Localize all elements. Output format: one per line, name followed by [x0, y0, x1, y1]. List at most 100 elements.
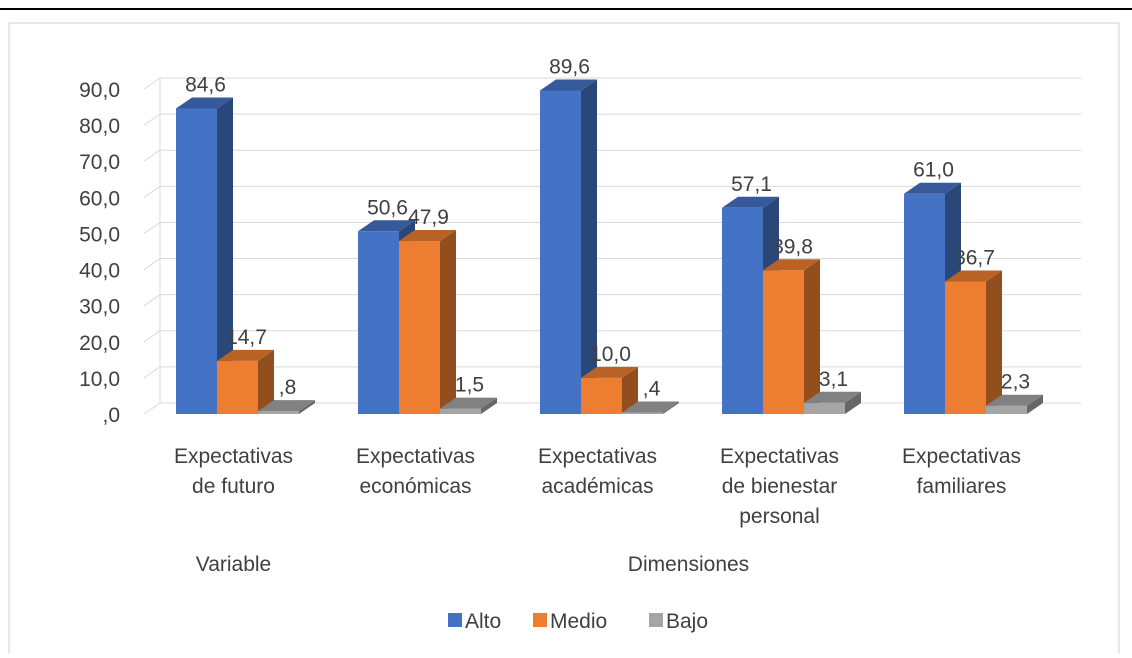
bar-front: [217, 360, 258, 414]
bar-top: [440, 397, 497, 409]
bar-front: [804, 402, 845, 414]
bar-top: [945, 270, 1002, 282]
bar-top: [258, 400, 315, 412]
category-label: Expectativas: [174, 445, 293, 468]
legend-label: Alto: [465, 610, 501, 633]
gridline-depth: [143, 330, 161, 343]
y-tick-label: 80,0: [79, 115, 120, 138]
bar-bajo: [804, 391, 861, 414]
bar-top: [622, 401, 679, 413]
data-label: 89,6: [549, 55, 590, 78]
data-label: 57,1: [731, 173, 772, 196]
gridline-depth: [143, 77, 161, 90]
bar-top: [358, 220, 415, 232]
bar-top: [904, 182, 961, 194]
bar-front: [581, 377, 622, 414]
gridline-depth: [143, 149, 161, 162]
gridline-depth: [143, 185, 161, 198]
data-label: 10,0: [590, 343, 631, 366]
legend-item-alto: Alto: [448, 610, 501, 633]
bar-front: [540, 90, 581, 414]
bars: [176, 79, 1043, 414]
legend-label: Bajo: [666, 610, 708, 633]
bar-side: [299, 400, 315, 414]
gridline-depth: [143, 113, 161, 126]
bar-top: [804, 391, 861, 403]
data-label: 39,8: [772, 235, 813, 258]
bar-front: [399, 241, 440, 414]
bar-side: [481, 397, 497, 414]
legend-item-bajo: Bajo: [649, 610, 708, 633]
bar-front: [358, 231, 399, 414]
bar-medio: [399, 230, 456, 414]
data-label: 50,6: [367, 196, 408, 219]
category-label: personal: [739, 505, 820, 528]
bar-top: [540, 79, 597, 91]
group-label: Variable: [196, 553, 272, 576]
bar-side: [622, 366, 638, 414]
bar-side: [804, 259, 820, 414]
bar-side: [440, 230, 456, 414]
data-label: 3,1: [819, 368, 848, 391]
y-tick-label: 50,0: [79, 223, 120, 246]
bar-front: [986, 405, 1027, 414]
data-label: 84,6: [185, 74, 226, 97]
bar-side: [986, 270, 1002, 414]
bar-front: [440, 408, 481, 414]
gridline-depth: [143, 294, 161, 307]
data-label: 61,0: [913, 159, 954, 182]
category-label: Expectativas: [902, 445, 1021, 468]
bar-top: [986, 394, 1043, 406]
plot-frame: [8, 22, 1120, 658]
y-tick-label: 60,0: [79, 187, 120, 210]
data-label: 14,7: [226, 326, 267, 349]
bar-side: [217, 97, 233, 414]
bar-top: [217, 349, 274, 361]
bar-front: [763, 270, 804, 414]
category-label: de bienestar: [722, 475, 838, 498]
bar-medio: [217, 349, 274, 414]
legend-item-medio: Medio: [533, 610, 607, 633]
bar-side: [663, 401, 679, 414]
bar-bajo: [622, 401, 679, 414]
data-label: 2,3: [1001, 371, 1030, 394]
gridline-depth: [143, 366, 161, 379]
y-axis-ticks: ,0 10,0 20,0 30,0 40,0 50,0 60,0 70,0 80,0 90,0: [79, 79, 120, 427]
bar-top: [581, 366, 638, 378]
bar-side: [845, 391, 861, 414]
bar-alto: [176, 97, 233, 414]
y-tick-label: 90,0: [79, 79, 120, 102]
legend-swatch: [649, 613, 663, 627]
category-label: de futuro: [192, 475, 275, 498]
legend: Alto Medio Bajo: [448, 610, 708, 633]
bar-bajo: [440, 397, 497, 414]
category-label: Expectativas: [538, 445, 657, 468]
bar-medio: [763, 259, 820, 414]
data-label: 1,5: [455, 374, 484, 397]
bar-front: [945, 281, 986, 414]
y-tick-label: 70,0: [79, 151, 120, 174]
bar-medio: [581, 366, 638, 414]
bar-front: [258, 411, 299, 414]
bar-bajo: [986, 394, 1043, 414]
bar-side: [1027, 394, 1043, 414]
gridline-depth: [143, 258, 161, 270]
bar-bajo: [258, 400, 315, 414]
bar-front: [176, 108, 217, 414]
bar-medio: [945, 270, 1002, 414]
data-labels: 84,6 14,7 ,8 50,6 47,9 1,5 89,6 10,0 ,4 57,1 39,8 3…: [185, 55, 1030, 400]
legend-label: Medio: [550, 610, 607, 633]
data-label: 36,7: [954, 246, 995, 269]
bar-front: [904, 193, 945, 414]
bar-top: [399, 230, 456, 242]
bar-side: [581, 79, 597, 414]
data-label: 47,9: [408, 206, 449, 229]
category-label: Expectativas: [720, 445, 839, 468]
legend-swatch: [448, 613, 462, 627]
category-label: Expectativas: [356, 445, 475, 468]
gridline-depth: [143, 402, 161, 415]
data-label: ,8: [279, 376, 297, 399]
bar-top: [763, 259, 820, 271]
